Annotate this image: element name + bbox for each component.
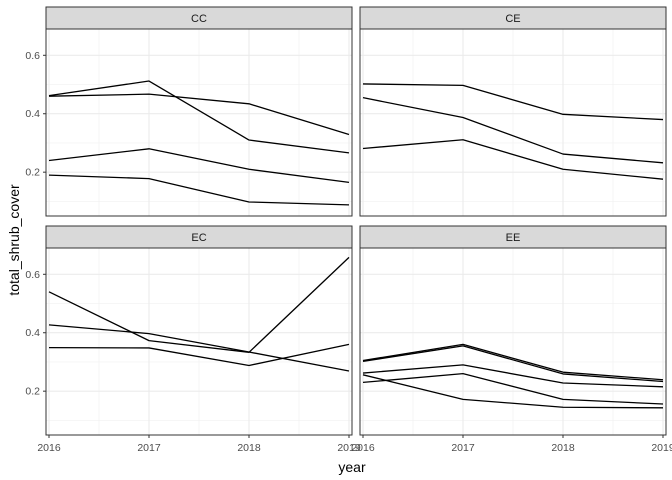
y-tick-label: 0.6: [25, 50, 40, 62]
series-line-1: [48, 256, 350, 353]
series-line-2: [48, 93, 350, 136]
x-tick-label: 2018: [551, 442, 575, 454]
series-line-3: [362, 372, 664, 405]
gridlines: [46, 248, 352, 435]
series-line-2: [362, 97, 664, 164]
panel-border: [45, 247, 353, 436]
series-line-4: [362, 364, 664, 388]
y-tick-label: 0.2: [25, 167, 40, 179]
facet-panel-ce: CE: [359, 6, 667, 217]
x-tick-label: 2019: [337, 442, 361, 454]
y-tick-label: 0.4: [25, 108, 40, 120]
x-tick-label: 2016: [37, 442, 61, 454]
y-tick-label: 0.6: [25, 269, 40, 281]
y-axis-title: total_shrub_cover: [6, 184, 22, 296]
series-line-1: [362, 343, 664, 381]
series-line-3: [48, 148, 350, 184]
x-tick-label: 2018: [237, 442, 261, 454]
panels: CC CE EC EE: [45, 6, 667, 436]
panel-border: [45, 28, 353, 217]
series-line-2: [48, 324, 350, 372]
series-line-1: [48, 80, 350, 154]
x-tick-label: 2019: [651, 442, 672, 454]
x-tick-label: 2016: [351, 442, 375, 454]
series-line-3: [362, 139, 664, 180]
panel-border: [359, 28, 667, 217]
panel-border: [359, 247, 667, 436]
x-axis-title: year: [338, 459, 366, 475]
series-line-4: [48, 174, 350, 206]
facet-panel-cc: CC: [45, 6, 353, 217]
series-line-5: [362, 374, 664, 409]
facet-strip-label: EE: [506, 232, 521, 244]
series-line-2: [362, 345, 664, 383]
facet-strip-label: CC: [191, 13, 207, 25]
x-tick-label: 2017: [451, 442, 475, 454]
x-tick-label: 2017: [137, 442, 161, 454]
facet-strip-label: CE: [505, 13, 520, 25]
gridlines: [360, 29, 666, 216]
y-tick-label: 0.2: [25, 386, 40, 398]
y-axes: 0.2 0.4 0.6 0.2 0.4 0.6: [25, 50, 46, 398]
facet-strip-label: EC: [191, 232, 206, 244]
series-line-1: [362, 83, 664, 121]
facet-panel-ee: EE: [359, 225, 667, 436]
gridlines: [46, 29, 352, 216]
y-tick-label: 0.4: [25, 327, 40, 339]
facet-panel-ec: EC: [45, 225, 353, 436]
series-line-3: [48, 343, 350, 367]
